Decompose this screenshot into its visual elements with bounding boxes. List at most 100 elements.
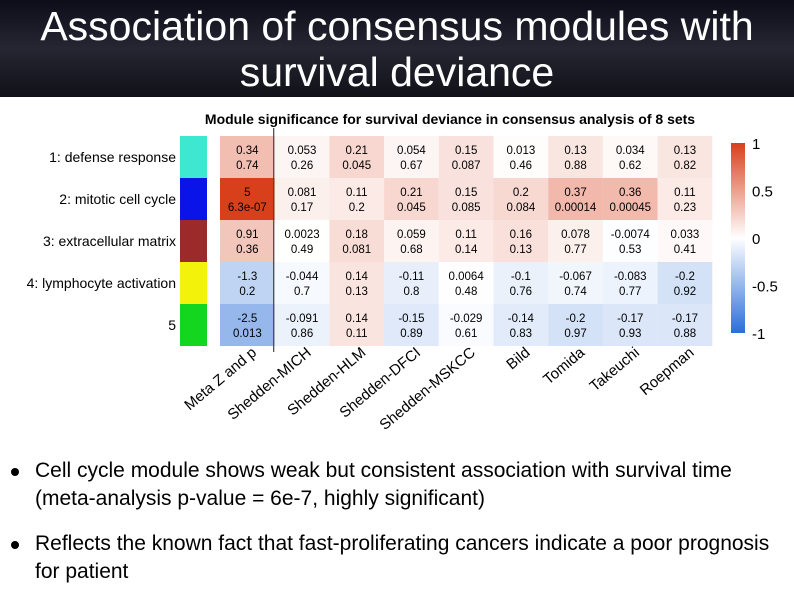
cell-value-label: -0.2: [566, 313, 586, 325]
cell-pvalue-label: 0.77: [564, 244, 586, 256]
cell-value-label: 0.034: [616, 145, 645, 157]
cell-value-label: 0.14: [346, 313, 369, 325]
cell-value-label: 5: [244, 187, 250, 199]
cell-pvalue-label: 0.88: [564, 160, 586, 172]
cell-pvalue-label: 0.74: [564, 286, 587, 298]
heatmap-cell: [438, 136, 494, 178]
cell-pvalue-label: 0.17: [291, 202, 313, 214]
row-label: 4: lymphocyte activation: [27, 275, 176, 291]
cell-value-label: 0.91: [236, 229, 258, 241]
heatmap-chart: Module significance for survival devianc…: [27, 111, 778, 434]
cell-value-label: 0.16: [510, 229, 532, 241]
heatmap-cell: [220, 304, 275, 346]
cell-pvalue-label: 0.13: [346, 286, 368, 298]
cell-pvalue-label: 0.085: [452, 202, 481, 214]
cell-value-label: 0.013: [506, 145, 535, 157]
heatmap-cell: [548, 220, 603, 262]
bullet-dot: [11, 541, 19, 549]
heatmap-cell: [657, 178, 713, 220]
colorbar: [731, 143, 745, 333]
heatmap-cell: [438, 262, 494, 304]
heatmap-cell: [493, 304, 549, 346]
heatmap-cell: [602, 220, 658, 262]
heatmap-cell: [329, 136, 385, 178]
title-band: Association of consensus modules with su…: [0, 0, 794, 97]
cell-pvalue-label: 0.67: [400, 160, 422, 172]
heatmap-cell: [220, 262, 275, 304]
row-label: 3: extracellular matrix: [43, 233, 176, 249]
row-label: 5: [168, 317, 176, 333]
cell-value-label: 0.15: [455, 187, 477, 199]
cell-pvalue-label: 0.23: [674, 202, 696, 214]
heatmap-cell: [493, 178, 549, 220]
cell-value-label: 0.13: [674, 145, 696, 157]
cell-value-label: -0.091: [286, 313, 319, 325]
module-color-swatch: [180, 220, 207, 262]
cell-pvalue-label: 0.77: [619, 286, 641, 298]
row-label: 1: defense response: [49, 149, 176, 165]
cell-value-label: 0.34: [236, 145, 259, 157]
slide-title-line-2: survival deviance: [239, 49, 555, 95]
column-label: Shedden-MSKCC: [376, 344, 478, 434]
cell-pvalue-label: 0.14: [455, 244, 478, 256]
heatmap-cell: [602, 262, 658, 304]
cell-value-label: -1.3: [237, 271, 257, 283]
heatmap-cell: [274, 220, 330, 262]
heatmap-cell: [548, 178, 603, 220]
heatmap-cell: [657, 220, 713, 262]
cell-pvalue-label: 0.48: [455, 286, 477, 298]
cell-value-label: -0.1: [511, 271, 531, 283]
heatmap-cell: [220, 220, 275, 262]
row-label: 2: mitotic cell cycle: [59, 191, 176, 207]
heatmap-cell: [602, 136, 658, 178]
column-label: Takeuchi: [587, 344, 643, 395]
cell-value-label: 0.078: [561, 229, 590, 241]
cell-value-label: 0.36: [619, 187, 641, 199]
heatmap-cell: [384, 178, 439, 220]
cell-value-label: 0.18: [346, 229, 368, 241]
heatmap-cell: [548, 136, 603, 178]
cell-pvalue-label: 0.93: [619, 328, 641, 340]
heatmap-cell: [493, 136, 549, 178]
cell-value-label: 0.2: [513, 187, 529, 199]
cell-value-label: -2.5: [237, 313, 257, 325]
cell-value-label: 0.059: [397, 229, 426, 241]
heatmap-cell: [274, 304, 330, 346]
cell-value-label: -0.067: [559, 271, 592, 283]
cell-pvalue-label: 0.084: [506, 202, 535, 214]
cell-value-label: 0.11: [674, 187, 696, 199]
heatmap-cell: [384, 262, 439, 304]
heatmap-cell: [220, 136, 275, 178]
heatmap-cell: [657, 262, 713, 304]
cell-pvalue-label: 0.49: [291, 244, 313, 256]
cell-pvalue-label: 0.62: [619, 160, 641, 172]
cell-pvalue-label: 0.46: [510, 160, 532, 172]
colorbar-tick-label: 0: [752, 231, 760, 248]
cell-pvalue-label: 0.82: [674, 160, 696, 172]
cell-value-label: 0.054: [397, 145, 426, 157]
cell-value-label: -0.2: [675, 271, 695, 283]
heatmap-cell: [602, 178, 658, 220]
cell-value-label: -0.17: [672, 313, 698, 325]
cell-pvalue-label: 0.53: [619, 244, 641, 256]
cell-value-label: 0.14: [346, 271, 369, 283]
cell-value-label: -0.0074: [611, 229, 651, 241]
cell-pvalue-label: 0.76: [510, 286, 532, 298]
cell-pvalue-label: 0.2: [239, 286, 255, 298]
column-label: Roepman: [637, 344, 698, 399]
module-color-swatch: [180, 178, 207, 220]
colorbar-tick-label: -1: [752, 326, 765, 343]
cell-value-label: 0.0064: [449, 271, 485, 283]
cell-value-label: 0.13: [564, 145, 586, 157]
cell-value-label: 0.21: [346, 145, 368, 157]
colorbar-tick-label: 1: [752, 136, 760, 153]
colorbar-tick-label: 0.5: [752, 184, 773, 201]
cell-pvalue-label: 0.41: [674, 244, 696, 256]
bullet-text: Cell cycle module shows weak but consist…: [35, 459, 732, 510]
heatmap-cell: [274, 262, 330, 304]
cell-value-label: -0.17: [617, 313, 643, 325]
cell-pvalue-label: 0.68: [400, 244, 422, 256]
heatmap-cell: [657, 304, 713, 346]
cell-pvalue-label: 0.89: [400, 328, 422, 340]
heatmap-cell: [384, 136, 439, 178]
